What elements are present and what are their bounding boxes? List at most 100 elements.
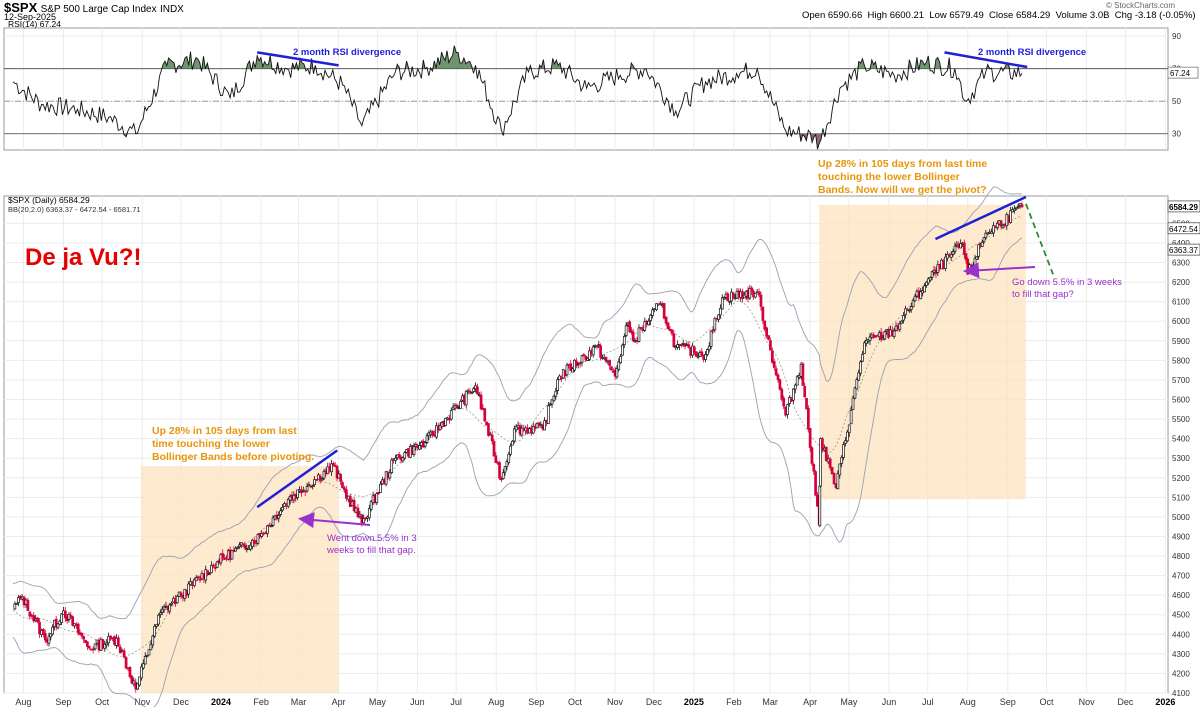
candle-body: [651, 309, 654, 316]
candle-body: [731, 292, 735, 298]
candle-body: [459, 401, 462, 409]
bollinger-lower-line: [12, 237, 1023, 707]
candle-body: [87, 645, 91, 649]
candle-body: [153, 625, 157, 637]
rsi-tick-label: 30: [1172, 130, 1181, 139]
candle-body: [911, 300, 915, 308]
candle-body: [864, 339, 868, 344]
candle-body: [13, 603, 17, 610]
candle-body: [624, 325, 628, 336]
price-tick-label: 4900: [1172, 532, 1190, 541]
annotation-left-box-line: Bollinger Bands before pivoting.: [152, 451, 314, 463]
candle-body: [468, 390, 472, 393]
candle-body: [488, 433, 492, 436]
candle-body: [279, 510, 282, 515]
candle-body: [196, 576, 200, 579]
price-tick-label: 6000: [1172, 317, 1190, 326]
trendline-2025: [934, 195, 1027, 241]
candle-body: [1009, 210, 1012, 223]
candle-body: [550, 399, 554, 405]
candle-body: [206, 570, 209, 576]
candle-body: [509, 445, 512, 455]
candle-body: [953, 245, 957, 252]
candle-body: [791, 388, 795, 401]
candle-body: [118, 646, 122, 654]
candle-body: [435, 425, 438, 438]
price-legend: $SPX (Daily) 6584.29: [8, 195, 90, 205]
candle-body: [438, 424, 442, 431]
candle-body: [455, 404, 459, 409]
candle-body: [160, 608, 164, 613]
candle-body: [234, 547, 238, 552]
price-tick-label: 4100: [1172, 689, 1190, 698]
x-tick-label: Jul: [450, 697, 462, 707]
candle-body: [599, 345, 602, 358]
candle-body: [277, 515, 281, 519]
x-tick-label: Nov: [607, 697, 624, 707]
projection-dashed-line: [1025, 203, 1054, 275]
candle-body: [86, 641, 89, 647]
candle-body: [266, 525, 269, 534]
candle-body: [571, 368, 574, 373]
x-tick-label: Oct: [1040, 697, 1055, 707]
candle-body: [58, 620, 62, 625]
candle-body: [846, 431, 849, 442]
candle-body: [793, 384, 797, 390]
rsi-last-value: 67.24: [1170, 69, 1191, 78]
candle-body: [763, 320, 767, 330]
x-tick-label: Sep: [55, 697, 71, 707]
candle-body: [844, 440, 847, 444]
candle-body: [643, 321, 647, 331]
candle-body: [801, 363, 805, 386]
price-last-value-box: [1167, 243, 1200, 256]
candle-body: [215, 561, 219, 568]
candle-body: [591, 346, 595, 356]
price-tick-label: 6200: [1172, 278, 1190, 287]
candle-body: [810, 447, 814, 464]
candle-body: [786, 404, 789, 415]
candle-body: [241, 543, 245, 545]
candle-body: [335, 466, 339, 479]
candle-body: [56, 623, 60, 629]
candle-body: [192, 579, 196, 586]
candle-body: [753, 293, 757, 298]
gap-arrow-2024: [298, 512, 371, 529]
candle-body: [187, 583, 190, 595]
candle-body: [930, 271, 934, 278]
candle-body: [384, 471, 388, 485]
price-tick-label: 5100: [1172, 493, 1190, 502]
x-tick-label: Sep: [528, 697, 544, 707]
copyright: © StockCharts.com: [1106, 1, 1176, 10]
candle-body: [138, 676, 141, 686]
candle-body: [565, 364, 569, 376]
candle-body: [861, 354, 864, 362]
candle-body: [487, 423, 490, 436]
x-tick-label: Apr: [332, 697, 346, 707]
x-tick-label: May: [369, 697, 387, 707]
candle-body: [828, 458, 832, 468]
candle-body: [107, 636, 110, 644]
annotation-left-box-line: time touching the lower: [152, 438, 270, 450]
price-tick-label: 4600: [1172, 591, 1190, 600]
candle-body: [444, 418, 448, 426]
candle-body: [975, 256, 979, 260]
candle-body: [656, 303, 660, 306]
x-tick-label: Dec: [1117, 697, 1134, 707]
candle-body: [610, 366, 613, 371]
x-tick-label: Sep: [1000, 697, 1016, 707]
candle-body: [720, 297, 724, 310]
candle-body: [238, 544, 241, 547]
price-tick-label: 5800: [1172, 356, 1190, 365]
candle-body: [649, 314, 652, 321]
candle-body: [803, 386, 807, 398]
candle-body: [418, 445, 421, 450]
candle-body: [303, 490, 307, 493]
candle-body: [980, 242, 984, 247]
candle-body: [904, 308, 907, 315]
candle-body: [615, 368, 619, 378]
candle-body: [42, 628, 45, 635]
candle-body: [722, 296, 726, 300]
candle-body: [91, 648, 95, 651]
candle-body: [855, 379, 859, 390]
candle-body: [179, 592, 183, 596]
